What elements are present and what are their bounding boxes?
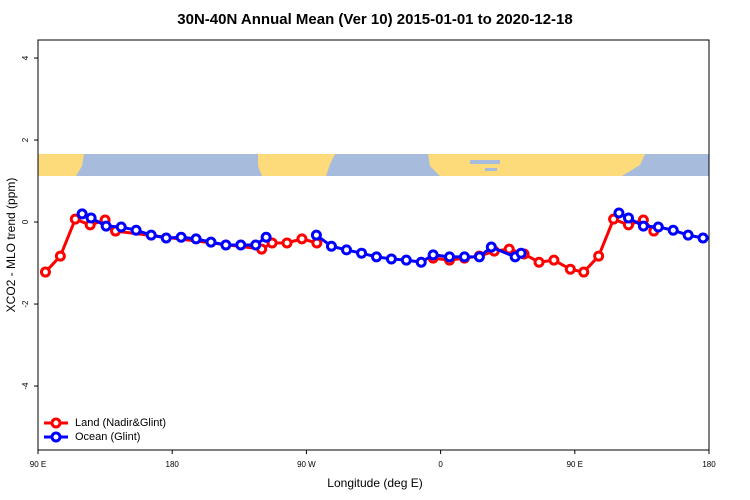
point: [100, 220, 112, 232]
x-tick-label: 180: [166, 460, 180, 469]
point: [85, 212, 97, 224]
x-tick-label: 0: [438, 460, 443, 469]
point: [220, 239, 232, 251]
x-tick-label: 90 E: [30, 460, 46, 469]
chart-title: 30N-40N Annual Mean (Ver 10) 2015-01-01 …: [177, 11, 572, 28]
point: [652, 221, 664, 233]
legend-label: Ocean (Glint): [75, 431, 140, 443]
point: [593, 250, 605, 262]
point: [69, 213, 81, 225]
point: [515, 247, 527, 259]
point: [54, 250, 66, 262]
x-tick-label: 180: [702, 460, 716, 469]
y-tick-label: 0: [21, 219, 30, 224]
point: [400, 254, 412, 266]
point: [613, 207, 625, 219]
point: [39, 266, 51, 278]
point: [235, 239, 247, 251]
point: [682, 229, 694, 241]
point: [130, 224, 142, 236]
point: [250, 239, 262, 251]
point: [564, 263, 576, 275]
point: [548, 254, 560, 266]
map-band: [38, 154, 709, 176]
point: [485, 241, 497, 253]
y-tick-label: -2: [21, 300, 30, 308]
y-tick-label: -4: [21, 382, 30, 390]
point: [667, 224, 679, 236]
legend-marker: [50, 417, 62, 429]
point: [622, 212, 634, 224]
map-land: [38, 154, 84, 176]
map-land: [258, 154, 335, 176]
map-sea: [470, 160, 500, 171]
point: [260, 231, 272, 243]
point: [697, 232, 709, 244]
point: [356, 247, 368, 259]
point: [473, 251, 485, 263]
point: [160, 232, 172, 244]
point: [458, 251, 470, 263]
point: [281, 237, 293, 249]
legend-label: Land (Nadir&Glint): [75, 417, 166, 429]
point: [444, 251, 456, 263]
point: [115, 221, 127, 233]
y-tick-label: 4: [21, 55, 30, 60]
point: [415, 256, 427, 268]
point: [578, 266, 590, 278]
y-axis-label: XCO2 - MLO trend (ppm): [4, 178, 18, 313]
point: [325, 240, 337, 252]
point: [76, 208, 88, 220]
x-tick-label: 90 E: [567, 460, 583, 469]
point: [637, 220, 649, 232]
point: [310, 229, 322, 241]
legend-marker: [50, 431, 62, 443]
plot-frame: [37, 39, 710, 451]
x-tick-label: 90 W: [297, 460, 316, 469]
point: [205, 236, 217, 248]
point: [145, 229, 157, 241]
point: [370, 251, 382, 263]
point: [175, 231, 187, 243]
point: [533, 256, 545, 268]
point: [296, 233, 308, 245]
x-axis-label: Longitude (deg E): [327, 476, 422, 490]
y-tick-label: 2: [21, 137, 30, 142]
point: [341, 244, 353, 256]
point: [190, 233, 202, 245]
point: [427, 249, 439, 261]
point: [385, 253, 397, 265]
map-land: [428, 154, 645, 176]
